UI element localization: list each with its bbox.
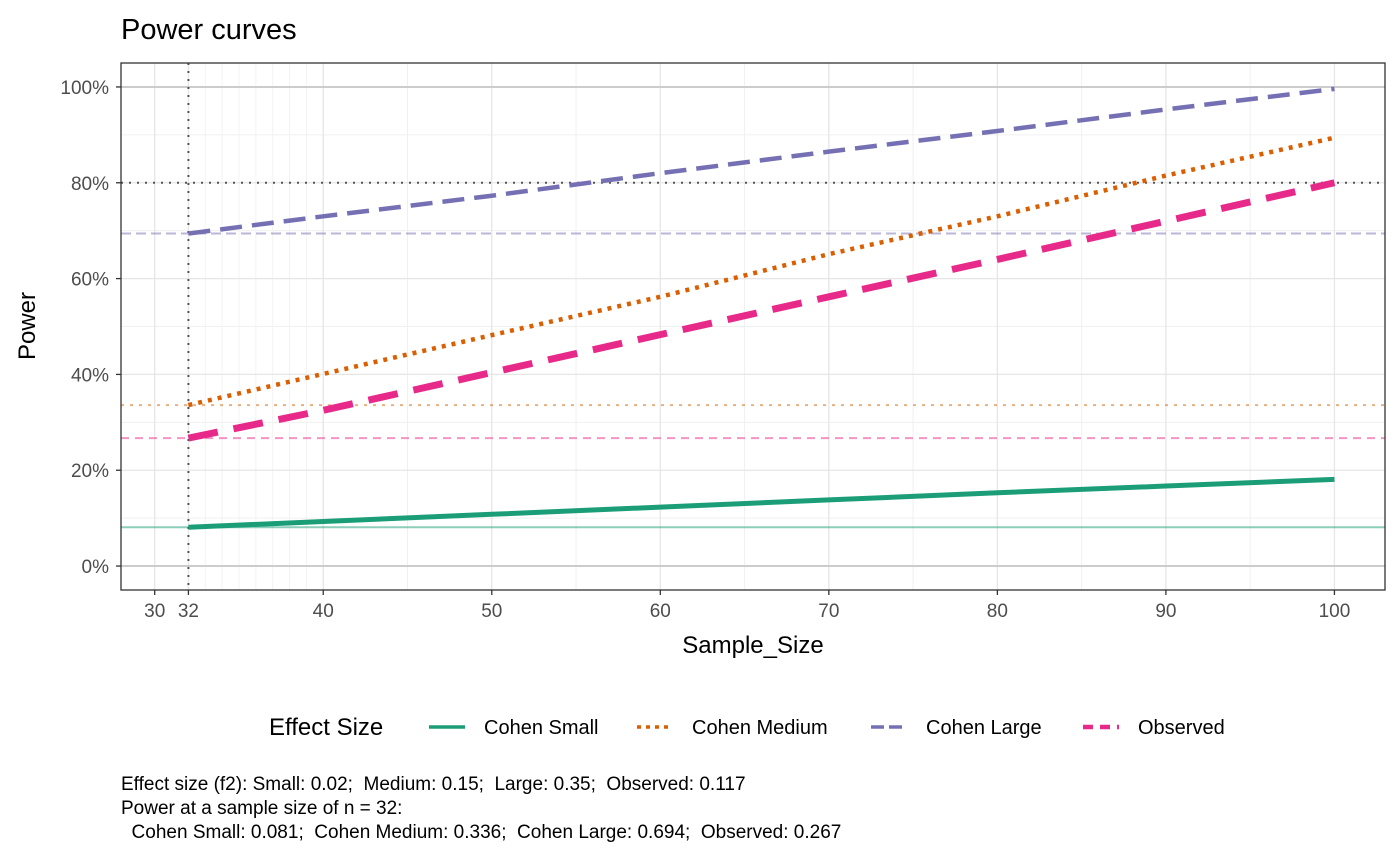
x-axis-label: Sample_Size (682, 632, 823, 659)
x-tick-label: 100 (1319, 601, 1351, 622)
x-tick-label: 50 (481, 601, 502, 622)
legend-label: Observed (1138, 717, 1225, 739)
y-tick-label: 80% (71, 174, 109, 195)
y-tick-label: 60% (71, 270, 109, 291)
y-axis-label: Power (14, 292, 41, 360)
legend-label: Cohen Medium (692, 717, 828, 739)
caption-power-values: Cohen Small: 0.081; Cohen Medium: 0.336;… (121, 822, 842, 843)
legend-label: Cohen Large (926, 717, 1042, 739)
series-line (188, 86, 1335, 236)
caption-effect-sizes: Effect size (f2): Small: 0.02; Medium: 0… (121, 774, 746, 795)
x-tick-label: 70 (818, 601, 839, 622)
legend: Effect Size Cohen Small Cohen Medium Cohen… (269, 714, 1225, 741)
y-tick-label: 100% (60, 78, 109, 99)
plot-border (120, 62, 1386, 591)
y-tick-label: 40% (71, 365, 109, 386)
chart-title: Power curves (121, 14, 297, 46)
y-tick-label: 0% (82, 557, 110, 578)
legend-label: Cohen Small (484, 717, 599, 739)
series-line (187, 135, 1335, 408)
x-tick-label: 30 (144, 601, 165, 622)
caption-power-heading: Power at a sample size of n = 32: (121, 798, 403, 819)
caption: Effect size (f2): Small: 0.02; Medium: 0… (121, 773, 841, 845)
plot-area: 0% 20% 40% 60% 80% 100% 30 32 40 50 60 70 80 90 100 (60, 62, 1386, 622)
y-tick-label: 20% (71, 461, 109, 482)
series-line (188, 476, 1335, 530)
series-line (187, 179, 1336, 442)
x-tick-label: 90 (1155, 601, 1176, 622)
x-tick-label: 40 (313, 601, 334, 622)
x-tick-label: 32 (178, 601, 199, 622)
x-tick-label: 60 (650, 601, 671, 622)
x-tick-label: 80 (987, 601, 1008, 622)
legend-title: Effect Size (269, 714, 383, 741)
